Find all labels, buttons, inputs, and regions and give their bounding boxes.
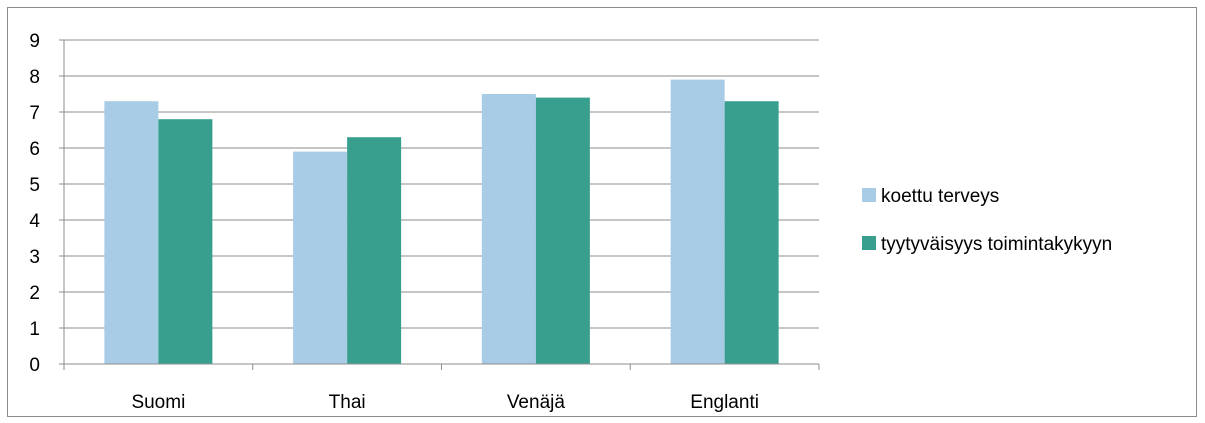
legend-label: koettu terveys bbox=[881, 186, 999, 207]
x-tick-labels: Suomi Thai Venäjä Englanti bbox=[131, 392, 759, 413]
y-tick-labels: 0 1 2 3 4 5 6 7 8 9 bbox=[29, 31, 40, 376]
bar-koettu-Englanti bbox=[670, 79, 725, 364]
bar-tyytyväisyys-Englanti bbox=[724, 101, 779, 364]
x-tick-label: Englanti bbox=[690, 392, 759, 413]
x-tick-label: Thai bbox=[329, 392, 366, 413]
y-tick-label: 3 bbox=[29, 247, 40, 268]
bar-koettu-Venäjä bbox=[481, 94, 536, 364]
y-tick-label: 0 bbox=[29, 355, 40, 376]
legend-swatch bbox=[862, 236, 876, 250]
x-tick-label: Venäjä bbox=[507, 392, 566, 413]
y-tick-label: 2 bbox=[29, 283, 40, 304]
y-tick-label: 8 bbox=[29, 67, 40, 88]
bar-tyytyväisyys-Thai bbox=[347, 137, 402, 364]
bar-tyytyväisyys-Venäjä bbox=[535, 97, 590, 364]
y-tick-label: 1 bbox=[29, 319, 40, 340]
bar-koettu-Thai bbox=[293, 151, 348, 364]
legend-label: tyytyväisyys toimintakykyyn bbox=[881, 234, 1112, 255]
y-tick-label: 7 bbox=[29, 103, 40, 124]
y-tick-label: 9 bbox=[29, 31, 40, 52]
bars bbox=[104, 79, 779, 364]
axes bbox=[59, 39, 820, 370]
x-tick-label: Suomi bbox=[131, 392, 185, 413]
bar-koettu-Suomi bbox=[104, 101, 159, 364]
legend-swatch bbox=[862, 188, 876, 202]
legend: koettu terveys tyytyväisyys toimintakykyy… bbox=[862, 186, 1112, 255]
y-tick-label: 4 bbox=[29, 211, 40, 232]
y-tick-label: 5 bbox=[29, 175, 40, 196]
bar-tyytyväisyys-Suomi bbox=[158, 119, 213, 364]
y-tick-label: 6 bbox=[29, 139, 40, 160]
